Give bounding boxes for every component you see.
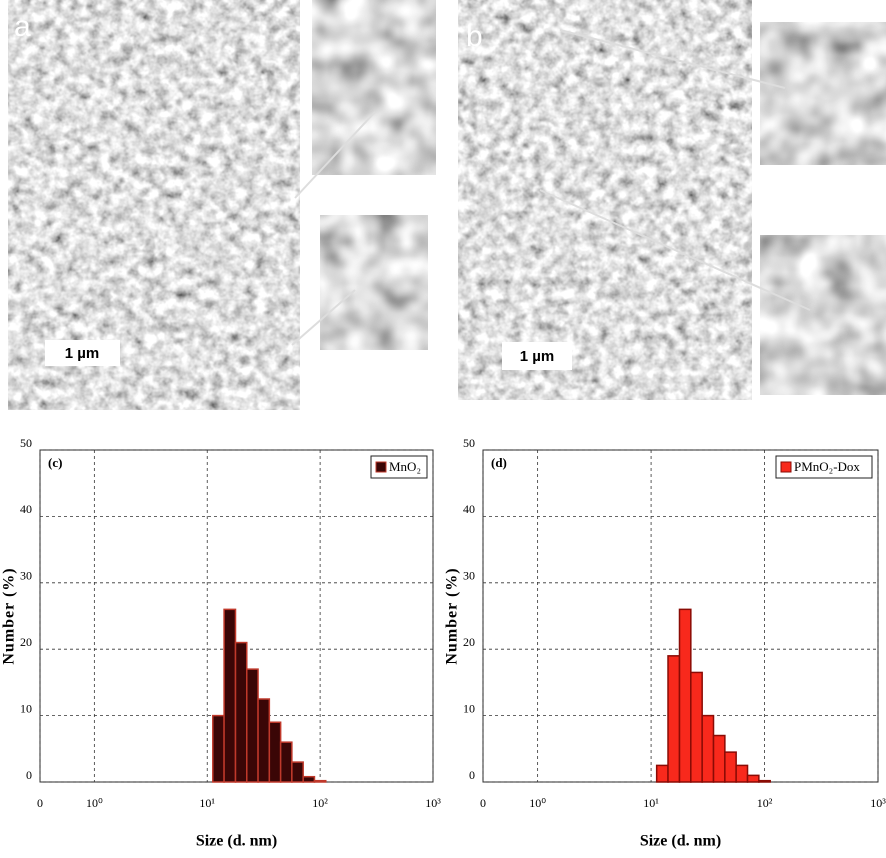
arrow — [294, 111, 376, 199]
sem-inset — [320, 215, 428, 350]
y-tick-label: 50 — [20, 436, 32, 450]
bar — [746, 774, 760, 783]
y-tick-label: 10 — [463, 701, 475, 715]
legend-box — [775, 455, 873, 479]
x-tick-label: 10¹ — [199, 796, 215, 810]
scale-bar-box — [502, 342, 572, 370]
y-tick-label: 50 — [463, 436, 475, 450]
bar — [678, 608, 692, 783]
x-axis-label: Size (d. nm) — [196, 833, 277, 850]
scale-bar: 1 µm — [520, 348, 555, 365]
legend-label: MnO₂ — [389, 459, 421, 474]
bar — [279, 741, 293, 783]
y-tick-label: 30 — [20, 569, 32, 583]
bar — [712, 734, 726, 783]
sem-image — [458, 0, 752, 400]
bar — [268, 721, 282, 783]
bar — [667, 655, 681, 783]
bar — [302, 775, 316, 783]
scale-bar-box — [45, 340, 120, 366]
x-tick-label: 10⁰ — [86, 796, 103, 810]
panel-label: a — [14, 10, 31, 43]
bar — [655, 764, 669, 783]
bar — [690, 671, 703, 783]
bar — [212, 714, 225, 783]
y-tick-label: 20 — [20, 635, 32, 649]
arrow — [539, 189, 811, 311]
arrow — [291, 289, 356, 346]
bar — [724, 751, 737, 783]
x-tick-label: 10² — [757, 796, 773, 810]
panel-label: b — [466, 20, 483, 53]
legend-label: PMnO₂-Dox — [794, 459, 860, 474]
x-tick-label: 0 — [480, 796, 486, 810]
x-tick-label: 10² — [312, 796, 328, 810]
arrow — [559, 29, 786, 89]
scale-bar: 1 µm — [65, 345, 100, 362]
x-tick-label: 10³ — [870, 796, 886, 810]
sem-inset — [760, 235, 886, 395]
legend-swatch — [780, 461, 792, 473]
y-axis-label: Number (%) — [444, 567, 461, 664]
legend-swatch — [375, 461, 387, 473]
bar — [246, 668, 259, 783]
y-tick-label: 40 — [463, 502, 475, 516]
y-tick-label: 10 — [20, 701, 32, 715]
y-tick-label: 0 — [26, 768, 32, 782]
bar — [223, 608, 237, 783]
panel-title: (d) — [491, 455, 507, 470]
y-axis-label: Number (%) — [1, 567, 18, 664]
y-tick-label: 0 — [469, 768, 475, 782]
bar — [257, 698, 271, 783]
sem-inset — [312, 0, 436, 175]
sem-inset — [760, 22, 886, 165]
bar — [313, 779, 327, 783]
y-tick-label: 20 — [463, 635, 475, 649]
x-tick-label: 10⁰ — [529, 796, 546, 810]
x-tick-label: 10³ — [425, 796, 441, 810]
x-tick-label: 10¹ — [643, 796, 659, 810]
bar — [758, 779, 771, 783]
bar — [701, 714, 715, 783]
bar — [234, 641, 248, 783]
bar — [291, 761, 304, 783]
x-tick-label: 0 — [37, 796, 43, 810]
y-tick-label: 40 — [20, 502, 32, 516]
x-axis-label: Size (d. nm) — [640, 833, 721, 850]
y-tick-label: 30 — [463, 569, 475, 583]
bar — [735, 764, 749, 783]
panel-title: (c) — [48, 455, 62, 470]
